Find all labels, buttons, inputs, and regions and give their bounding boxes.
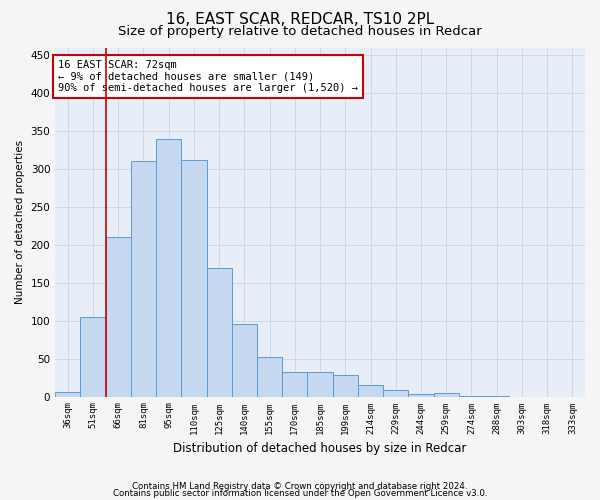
Bar bbox=[80, 317, 106, 396]
Text: Size of property relative to detached houses in Redcar: Size of property relative to detached ho… bbox=[118, 25, 482, 38]
Bar bbox=[282, 372, 307, 396]
X-axis label: Distribution of detached houses by size in Redcar: Distribution of detached houses by size … bbox=[173, 442, 467, 455]
Bar bbox=[332, 374, 358, 396]
Bar bbox=[206, 268, 232, 396]
Text: 16, EAST SCAR, REDCAR, TS10 2PL: 16, EAST SCAR, REDCAR, TS10 2PL bbox=[166, 12, 434, 28]
Bar bbox=[257, 357, 282, 397]
Bar bbox=[409, 394, 434, 396]
Bar bbox=[383, 390, 409, 396]
Bar bbox=[358, 385, 383, 396]
Bar bbox=[232, 324, 257, 396]
Text: Contains public sector information licensed under the Open Government Licence v3: Contains public sector information licen… bbox=[113, 490, 487, 498]
Bar bbox=[55, 392, 80, 396]
Bar bbox=[307, 372, 332, 396]
Bar bbox=[156, 138, 181, 396]
Bar bbox=[434, 393, 459, 396]
Bar bbox=[131, 162, 156, 396]
Y-axis label: Number of detached properties: Number of detached properties bbox=[15, 140, 25, 304]
Bar bbox=[106, 237, 131, 396]
Text: 16 EAST SCAR: 72sqm
← 9% of detached houses are smaller (149)
90% of semi-detach: 16 EAST SCAR: 72sqm ← 9% of detached hou… bbox=[58, 60, 358, 93]
Text: Contains HM Land Registry data © Crown copyright and database right 2024.: Contains HM Land Registry data © Crown c… bbox=[132, 482, 468, 491]
Bar bbox=[181, 160, 206, 396]
